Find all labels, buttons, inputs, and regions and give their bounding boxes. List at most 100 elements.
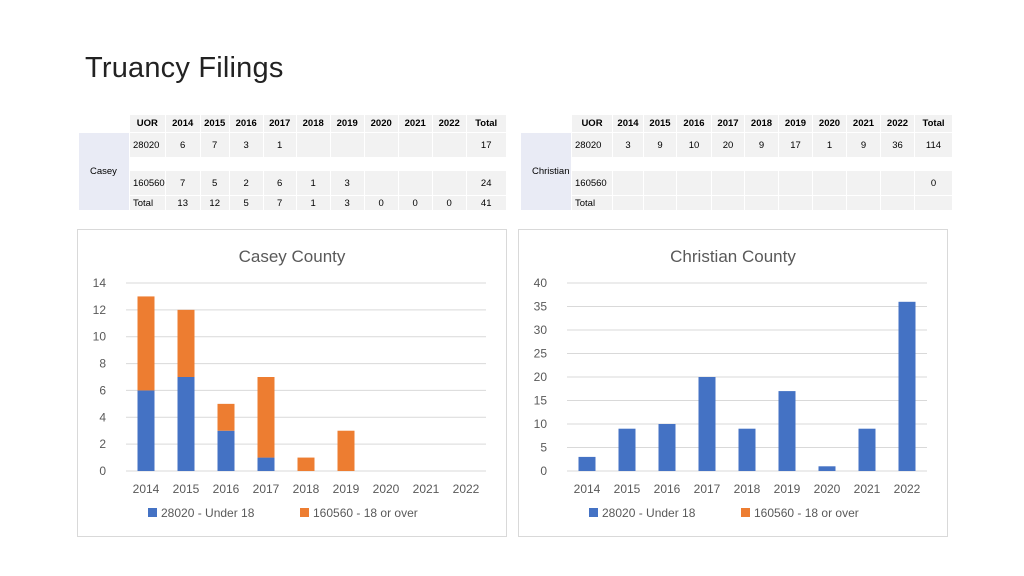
bar-under18 xyxy=(217,430,235,471)
bar-under18 xyxy=(698,377,716,471)
table-cell xyxy=(676,170,712,196)
bar-under18 xyxy=(618,428,636,471)
uor-code: 28020 xyxy=(129,132,166,158)
table-cell: 17 xyxy=(465,132,507,158)
table-spacer xyxy=(571,157,953,171)
x-tick-label: 2016 xyxy=(654,482,681,496)
table-header-cell: 2019 xyxy=(329,114,365,133)
christian-county-chart: Christian County 0 5 10 15 20 25 30 35 40 2014 2015… xyxy=(534,247,927,520)
table-header-cell: 2016 xyxy=(228,114,264,133)
table-header-cell: 2018 xyxy=(744,114,779,133)
x-tick-label: 2017 xyxy=(253,482,280,496)
table-cell xyxy=(744,195,779,211)
table-cell: 0 xyxy=(914,170,953,196)
legend-label: 28020 - Under 18 xyxy=(602,506,696,520)
table-cell: 7 xyxy=(199,132,230,158)
table-cell xyxy=(880,170,915,196)
total-label: Total xyxy=(571,195,613,211)
table-cell: 36 xyxy=(880,132,915,158)
y-tick-label: 35 xyxy=(534,300,548,314)
table-cell xyxy=(643,195,677,211)
county-label: Casey xyxy=(78,132,130,211)
table-cell: 114 xyxy=(914,132,953,158)
table-cell xyxy=(880,195,915,211)
table-cell xyxy=(744,170,779,196)
legend-swatch xyxy=(148,508,157,517)
x-tick-label: 2019 xyxy=(774,482,801,496)
table-header-row: UOR 2014 2015 2016 2017 2018 2019 2020 2… xyxy=(520,114,953,133)
table-header-cell: Total xyxy=(465,114,507,133)
legend-label: 160560 - 18 or over xyxy=(313,506,418,520)
table-header-cell: UOR xyxy=(571,114,613,133)
x-tick-label: 2016 xyxy=(213,482,240,496)
uor-code: 160560 xyxy=(129,170,166,196)
x-tick-label: 2022 xyxy=(894,482,921,496)
table-corner xyxy=(520,114,572,133)
y-tick-label: 2 xyxy=(99,437,106,451)
casey-uor-table: UOR 2014 2015 2016 2017 2018 2019 2020 2… xyxy=(78,114,507,211)
x-tick-label: 2015 xyxy=(614,482,641,496)
table-cell: 12 xyxy=(199,195,230,211)
table-cell xyxy=(711,195,745,211)
legend-swatch xyxy=(741,508,750,517)
table-cell: 13 xyxy=(164,195,201,211)
table-cell: 3 xyxy=(228,132,264,158)
uor-code: 28020 xyxy=(571,132,613,158)
table-cell: 3 xyxy=(329,195,365,211)
y-tick-label: 6 xyxy=(99,383,106,397)
table-spacer xyxy=(129,157,507,171)
table-header-row: UOR 2014 2015 2016 2017 2018 2019 2020 2… xyxy=(78,114,507,133)
table-cell xyxy=(812,170,847,196)
x-tick-label: 2020 xyxy=(814,482,841,496)
table-header-cell: 2019 xyxy=(778,114,813,133)
bar-under18 xyxy=(137,390,155,471)
y-tick-label: 10 xyxy=(93,330,107,344)
table-header-cell: UOR xyxy=(129,114,166,133)
table-cell: 5 xyxy=(199,170,230,196)
legend-swatch xyxy=(300,508,309,517)
bar-under18 xyxy=(658,424,676,471)
x-tick-label: 2022 xyxy=(453,482,480,496)
christian-chart-panel: Christian County 0 5 10 15 20 25 30 35 40 2014 2015… xyxy=(518,229,948,537)
table-total-row: Total 13 12 5 7 1 3 0 0 0 41 xyxy=(79,195,507,211)
table-cell xyxy=(431,170,467,196)
x-tick-label: 2021 xyxy=(854,482,881,496)
x-tick-label: 2014 xyxy=(133,482,160,496)
bar-under18 xyxy=(858,428,876,471)
total-label: Total xyxy=(129,195,166,211)
table-cell: 0 xyxy=(431,195,467,211)
table-cell: 5 xyxy=(228,195,264,211)
y-tick-label: 0 xyxy=(540,464,547,478)
y-tick-label: 10 xyxy=(534,417,548,431)
bar-over18 xyxy=(297,457,315,471)
table-cell xyxy=(846,195,881,211)
page-title: Truancy Filings xyxy=(85,52,284,84)
y-tick-label: 8 xyxy=(99,357,106,371)
table-cell xyxy=(397,132,433,158)
y-tick-label: 0 xyxy=(99,464,106,478)
bar-under18 xyxy=(578,456,596,471)
table-header-cell: 2017 xyxy=(262,114,297,133)
table-cell xyxy=(914,195,953,211)
table-cell xyxy=(612,170,644,196)
bar-over18 xyxy=(217,403,235,431)
x-tick-label: 2018 xyxy=(293,482,320,496)
table-cell: 9 xyxy=(643,132,677,158)
table-row: Christian 28020 3 9 10 20 9 17 1 9 36 11… xyxy=(520,132,953,211)
table-cell xyxy=(295,132,331,158)
y-tick-label: 20 xyxy=(534,370,548,384)
table-cell: 1 xyxy=(812,132,847,158)
table-cell xyxy=(778,170,813,196)
y-tick-label: 12 xyxy=(93,303,107,317)
table-spacer-row xyxy=(521,157,953,171)
table-spacer-row xyxy=(79,157,507,171)
table-header-cell: 2014 xyxy=(612,114,644,133)
x-tick-label: 2021 xyxy=(413,482,440,496)
table-cell xyxy=(676,195,712,211)
bar-over18 xyxy=(137,296,155,391)
table-cell xyxy=(612,195,644,211)
christian-uor-table: UOR 2014 2015 2016 2017 2018 2019 2020 2… xyxy=(520,114,953,211)
table-row: 160560 0 xyxy=(521,170,953,196)
table-cell: 1 xyxy=(295,170,331,196)
y-tick-label: 30 xyxy=(534,323,548,337)
